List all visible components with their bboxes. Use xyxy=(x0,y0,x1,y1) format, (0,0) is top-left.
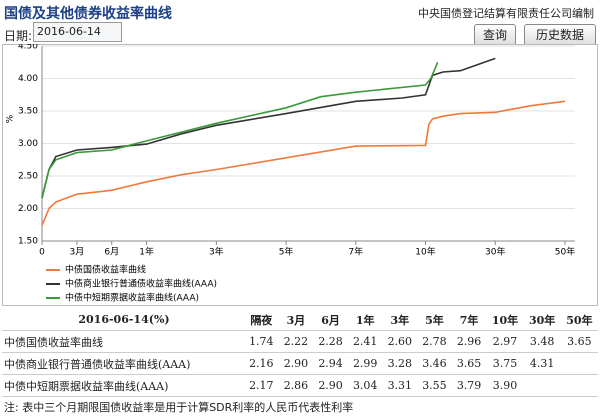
table-cell: 2.97 xyxy=(486,330,524,353)
y-tick-label: 2.50 xyxy=(18,172,38,182)
table-cell: 2.96 xyxy=(451,330,487,353)
table-cell xyxy=(523,374,561,397)
table-cell: 隔夜 xyxy=(244,309,279,331)
table-cell: 2.99 xyxy=(347,352,383,375)
series-line xyxy=(41,61,439,198)
table-row: 中债商业银行普通债收益率曲线(AAA) 2.16 2.90 2.94 2.99 3.28 3… xyxy=(2,352,598,375)
x-tick-label: 5年 xyxy=(279,246,294,258)
date-label: 日期: xyxy=(4,29,33,43)
x-tick-label: 30年 xyxy=(485,246,505,258)
x-tick-label: 3年 xyxy=(209,246,224,258)
table-cell: 6月 xyxy=(313,309,348,331)
table-cell: 3.65 xyxy=(560,330,598,353)
table-cell: 1.74 xyxy=(244,330,279,353)
series-line xyxy=(41,100,566,226)
table-cell: 3.46 xyxy=(417,352,452,375)
table-cell xyxy=(560,352,598,375)
date-input[interactable]: 2016-06-14 xyxy=(33,22,122,42)
table-cell xyxy=(560,374,598,397)
table-cell: 2.90 xyxy=(313,374,348,397)
table-cell: 2016-06-14(%) xyxy=(2,309,244,331)
table-cell: 2.94 xyxy=(313,352,348,375)
y-tick-label: 4.00 xyxy=(18,74,38,84)
y-tick-label: 3.50 xyxy=(18,107,38,117)
table-cell: 中债商业银行普通债收益率曲线(AAA) xyxy=(2,352,244,375)
table-cell: 2.90 xyxy=(278,352,314,375)
y-tick-label: 2.00 xyxy=(18,204,38,214)
x-tick-label: 7年 xyxy=(348,246,363,258)
table-cell: 中债中短期票据收益率曲线(AAA) xyxy=(2,374,244,397)
table-cell: 3.75 xyxy=(486,352,524,375)
x-tick-label: 10年 xyxy=(415,246,435,258)
table-cell: 2.22 xyxy=(278,330,314,353)
table-cell: 1年 xyxy=(347,309,383,331)
table-cell: 3.28 xyxy=(382,352,418,375)
legend-label: 中债商业银行普通债收益率曲线(AAA) xyxy=(65,278,217,290)
table-cell: 2.17 xyxy=(244,374,279,397)
table-row: 2016-06-14(%) 隔夜 3月 6月 1年 3年 5年 7年 10年 30年 50年 xyxy=(2,309,598,331)
x-tick-label: 50年 xyxy=(555,246,575,258)
table-cell: 2.86 xyxy=(278,374,314,397)
x-tick-label: 0 xyxy=(39,248,45,258)
page-title: 国债及其他债券收益率曲线 xyxy=(4,6,172,22)
series-line xyxy=(41,57,496,199)
table-cell: 10年 xyxy=(486,309,524,331)
legend-label: 中债中短期票据收益率曲线(AAA) xyxy=(65,292,199,304)
table-cell: 3.48 xyxy=(523,330,561,353)
y-tick-label: 3.00 xyxy=(18,139,38,149)
table-cell: 50年 xyxy=(560,309,598,331)
yield-table: 2016-06-14(%) 隔夜 3月 6月 1年 3年 5年 7年 10年 30年 50年 中债国债… xyxy=(2,309,598,397)
table-row: 中债中短期票据收益率曲线(AAA) 2.17 2.86 2.90 3.04 3.31 3.5… xyxy=(2,374,598,397)
x-tick-label: 6月 xyxy=(104,247,119,258)
query-button[interactable]: 查询 xyxy=(474,24,516,46)
chart: % 1.50 2.00 2.50 3.00 3.50 4.00 4.50 0 3月 6月 1年 3年 5… xyxy=(2,44,598,306)
table-cell: 3.55 xyxy=(417,374,452,397)
history-button[interactable]: 历史数据 xyxy=(524,24,596,46)
table-cell: 2.16 xyxy=(244,352,279,375)
x-tick-label: 3月 xyxy=(69,247,84,258)
table-cell: 3.04 xyxy=(347,374,383,397)
table-cell: 3年 xyxy=(382,309,418,331)
table-cell: 中债国债收益率曲线 xyxy=(2,330,244,353)
table-cell: 4.31 xyxy=(523,352,561,375)
y-axis-label: % xyxy=(6,114,16,123)
table-cell: 2.28 xyxy=(313,330,348,353)
table-cell: 3月 xyxy=(278,309,314,331)
table-cell: 5年 xyxy=(417,309,452,331)
table-cell: 3.90 xyxy=(486,374,524,397)
chart-frame xyxy=(2,44,598,306)
table-cell: 3.79 xyxy=(451,374,487,397)
table-cell: 3.31 xyxy=(382,374,418,397)
table-row: 中债国债收益率曲线 1.74 2.22 2.28 2.41 2.60 2.78 2.96 2.9… xyxy=(2,330,598,353)
table-cell: 2.60 xyxy=(382,330,418,353)
publisher: 中央国债登记结算有限责任公司编制 xyxy=(418,7,594,20)
x-tick-label: 1年 xyxy=(139,246,154,258)
table-cell: 30年 xyxy=(523,309,561,331)
table-cell: 3.65 xyxy=(451,352,487,375)
table-cell: 2.41 xyxy=(347,330,383,353)
y-tick-label: 1.50 xyxy=(18,237,38,247)
table-cell: 2.78 xyxy=(417,330,452,353)
table-cell: 7年 xyxy=(451,309,487,331)
legend-label: 中债国债收益率曲线 xyxy=(65,264,146,276)
note: 注: 表中三个月期限国债收益率是用于计算SDR利率的人民币代表性利率 xyxy=(4,401,354,414)
y-tick-label: 4.50 xyxy=(18,44,38,52)
